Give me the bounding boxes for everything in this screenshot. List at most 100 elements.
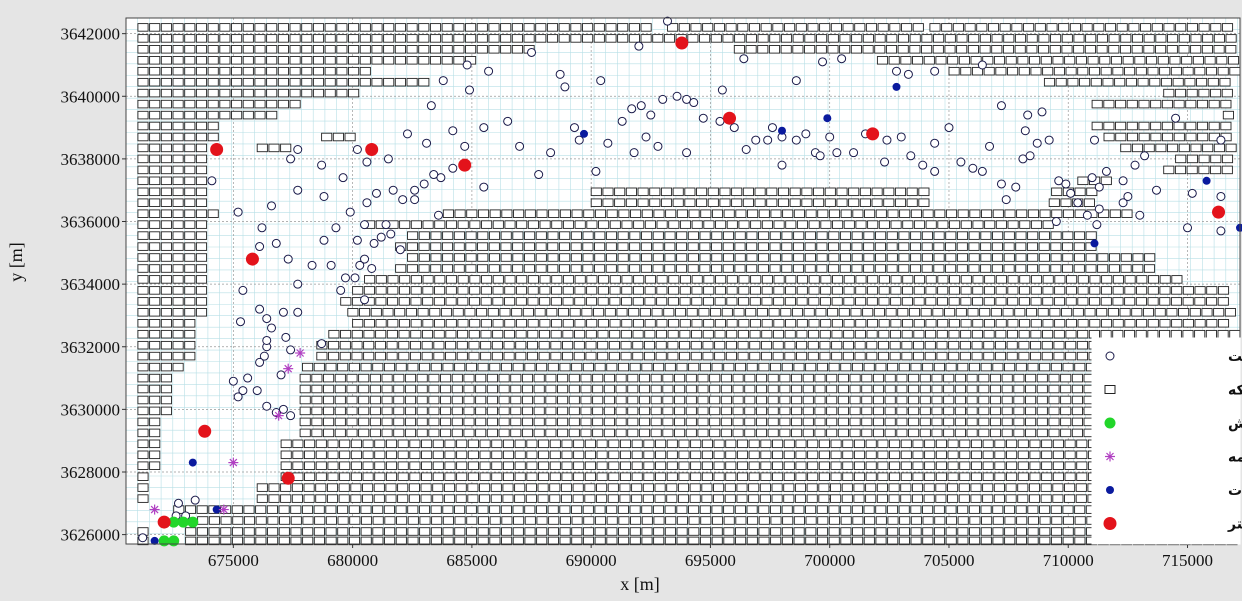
grid-cell [983,329,995,339]
grid-cell [185,527,197,536]
grid-cell [664,527,676,536]
grid-cell [545,428,557,438]
grid-cell [867,220,879,229]
grid-cell [861,428,873,438]
grid-cell [340,297,352,306]
grid-cell [254,88,266,98]
grid-cell [172,143,184,153]
grid-cell [370,308,382,317]
grid-cell [901,340,913,350]
grid-cell [399,220,411,229]
grid-cell [662,406,674,416]
grid-cell [725,439,737,449]
grid-cell [957,209,969,218]
grid-cell [863,242,875,251]
grid-cell [160,297,172,306]
grid-cell [945,505,957,514]
grid-cell [982,439,994,449]
grid-cell [1186,165,1198,175]
grid-cell [383,45,395,54]
grid-cell [1026,45,1038,54]
grid-cell [854,340,866,350]
grid-cell [1004,362,1016,372]
well-point [596,76,606,86]
grid-cell [970,450,983,460]
grid-cell [1091,99,1103,109]
grid-cell [632,340,644,350]
grid-cell [732,417,744,427]
grid-cell [662,428,674,438]
grid-cell [477,505,489,514]
well-point [944,123,954,133]
grid-cell [475,395,487,405]
grid-cell [839,45,851,54]
grid-cell [486,395,498,405]
grid-cell [582,362,594,372]
grid-cell [884,373,896,383]
well-point [460,141,470,151]
grid-cell [641,362,653,372]
grid-cell [231,56,243,65]
grid-cell [207,45,219,54]
grid-cell [947,472,959,481]
grid-cell [385,472,398,481]
grid-cell [538,461,550,470]
grid-cell [605,23,617,32]
grid-cell [843,329,855,339]
grid-cell [912,450,924,460]
well-point [717,85,727,95]
grid-cell [890,220,902,229]
grid-cell [492,275,504,284]
grid-cell [616,308,628,317]
grid-cell [922,536,934,546]
grid-cell [314,516,326,525]
grid-cell [219,23,231,32]
grid-cell [385,439,398,449]
grid-cell [1051,187,1063,197]
grid-cell [1037,308,1049,317]
grid-cell [477,527,489,536]
grid-cell [1064,450,1076,460]
qanat-point [892,82,901,91]
well-point [1094,182,1104,192]
grid-cell [1201,45,1213,54]
grid-cell [676,362,688,372]
grid-cell [570,23,582,32]
grid-cell [580,417,592,427]
grid-cell [1003,505,1016,514]
grid-cell [709,417,721,427]
grid-cell [877,439,889,449]
grid-cell [1229,329,1241,339]
grid-cell [699,231,711,240]
grid-cell [679,340,691,350]
grid-cell [592,373,604,383]
grid-cell [515,340,527,350]
grid-cell [242,34,254,43]
grid-cell [873,308,885,317]
grid-cell [312,88,325,98]
grid-cell [444,439,456,449]
grid-cell [562,340,574,350]
grid-cell [839,34,851,43]
well-point [629,148,639,158]
grid-cell [782,209,794,218]
grid-cell [418,45,430,54]
grid-cell [631,461,643,470]
grid-cell [725,340,737,350]
well-point [267,323,277,333]
grid-cell [934,516,946,525]
well-point [398,195,408,205]
grid-cell [989,373,1002,383]
grid-cell [605,253,618,262]
grid-cell [1018,340,1030,350]
grid-cell [1064,461,1076,470]
grid-cell [992,362,1004,372]
grid-cell [1173,132,1185,142]
grid-cell [137,154,149,164]
grid-cell [533,384,545,394]
grid-cell [720,428,732,438]
grid-cell [737,340,749,350]
grid-cell [160,275,172,284]
grid-cell [767,395,779,405]
grid-cell [301,66,313,76]
